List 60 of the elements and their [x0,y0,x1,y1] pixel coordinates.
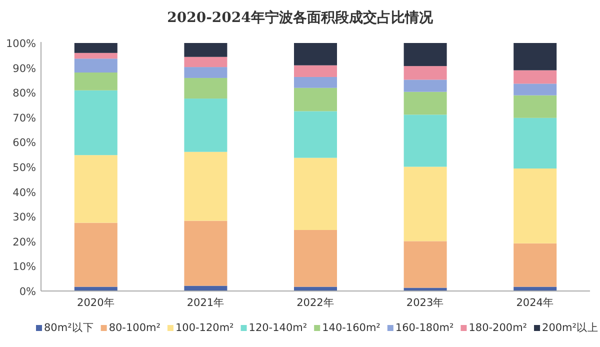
bar [514,43,557,70]
bar [514,95,557,118]
bar [184,67,228,78]
bar [294,158,337,230]
legend-label: 200m²以上 [542,321,598,334]
bar [294,43,337,66]
bar [404,66,447,80]
bar [184,98,228,152]
x-tick-label: 2021年 [186,297,225,309]
bar [294,65,337,77]
y-tick-label: 80% [12,88,36,100]
bar [74,43,118,53]
y-tick-label: 60% [12,137,36,150]
bar [404,80,447,92]
y-tick-label: 10% [12,261,36,274]
bar [74,72,118,90]
bar [184,78,228,99]
bar [514,243,557,287]
bar [74,90,118,156]
legend-label: 120-140m² [248,322,308,334]
y-tick-label: 100% [6,38,36,50]
legend-label: 80-100m² [108,322,160,334]
y-tick-label: 30% [12,212,36,224]
bar [514,70,557,84]
legend-label: 180-200m² [468,322,528,334]
bar [294,76,337,88]
bar [184,56,228,68]
x-tick-label: 2020年 [77,297,115,309]
bar [514,168,557,244]
y-tick-label: 20% [12,236,36,248]
legend-label: 80m²以下 [44,321,94,334]
x-tick-label: 2024年 [516,297,554,309]
chart-title: 2020-2024年宁波各面积段成交占比情况 [167,9,434,26]
bar [404,43,447,66]
bar [404,166,447,242]
y-tick-label: 40% [12,186,36,199]
bar [514,84,557,96]
bar [294,230,337,287]
bar [74,52,118,59]
y-tick-label: 70% [12,112,36,124]
bar [404,92,447,115]
bar [184,43,228,57]
bar [294,111,337,158]
bar [294,88,337,112]
legend-label: 100-120m² [175,322,234,334]
x-tick-label: 2023年 [406,297,444,309]
y-tick-label: 90% [12,62,36,75]
bar [74,155,118,223]
bar [74,222,118,287]
bar [514,118,557,168]
legend-label: 140-160m² [322,322,380,334]
x-tick-label: 2022年 [296,297,334,309]
legend-label: 160-180m² [395,322,454,334]
y-tick-label: 0% [19,286,36,298]
bar [184,152,228,221]
bar [74,58,118,73]
bar [184,220,228,286]
y-tick-label: 50% [12,162,36,174]
bar [404,241,447,288]
bar [404,114,447,167]
